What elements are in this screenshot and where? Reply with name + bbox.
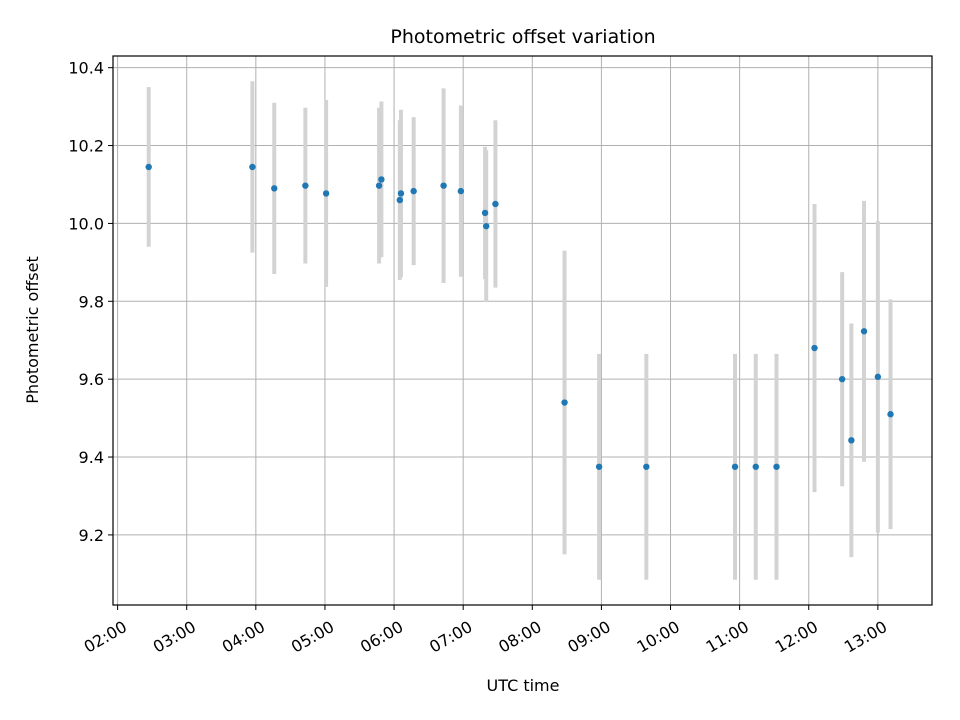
data-point — [773, 463, 780, 470]
data-point — [643, 463, 650, 470]
x-axis-label: UTC time — [487, 676, 560, 695]
y-tick-label: 10.4 — [68, 59, 104, 78]
chart-title: Photometric offset variation — [390, 26, 655, 48]
plot-frame — [112, 55, 933, 606]
data-point — [396, 196, 404, 204]
data-point — [249, 163, 256, 171]
data-point — [874, 373, 882, 381]
data-point — [731, 463, 739, 470]
y-tick-label: 9.6 — [79, 370, 104, 389]
data-point — [811, 344, 818, 352]
grid — [113, 56, 932, 605]
y-tick-label: 9.4 — [79, 448, 104, 467]
data-point — [848, 437, 855, 444]
data-point — [752, 463, 759, 470]
data-point — [860, 328, 868, 335]
data-point — [378, 176, 385, 183]
data-point — [483, 222, 490, 230]
y-axis: 9.2 9.4 9.6 9.8 10.0 10.2 10.4 — [68, 59, 113, 545]
y-tick-label: 10.0 — [68, 214, 104, 233]
data-point — [322, 190, 330, 197]
y-tick-label: 9.2 — [79, 526, 104, 545]
data-point — [595, 463, 603, 470]
data-point — [561, 399, 568, 406]
data-point — [440, 182, 447, 189]
y-axis-label: Photometric offset — [23, 256, 42, 404]
data-points — [145, 163, 894, 470]
y-tick-label: 10.2 — [68, 137, 104, 156]
data-point — [271, 185, 278, 192]
data-point — [375, 182, 383, 189]
data-point — [302, 182, 309, 189]
data-point — [838, 375, 846, 383]
data-point — [492, 200, 499, 208]
data-point — [887, 411, 894, 418]
data-point — [410, 187, 417, 195]
data-point — [481, 209, 489, 217]
data-point — [397, 190, 405, 197]
data-point — [457, 187, 465, 195]
data-point — [145, 163, 152, 171]
y-tick-label: 9.8 — [79, 292, 104, 311]
